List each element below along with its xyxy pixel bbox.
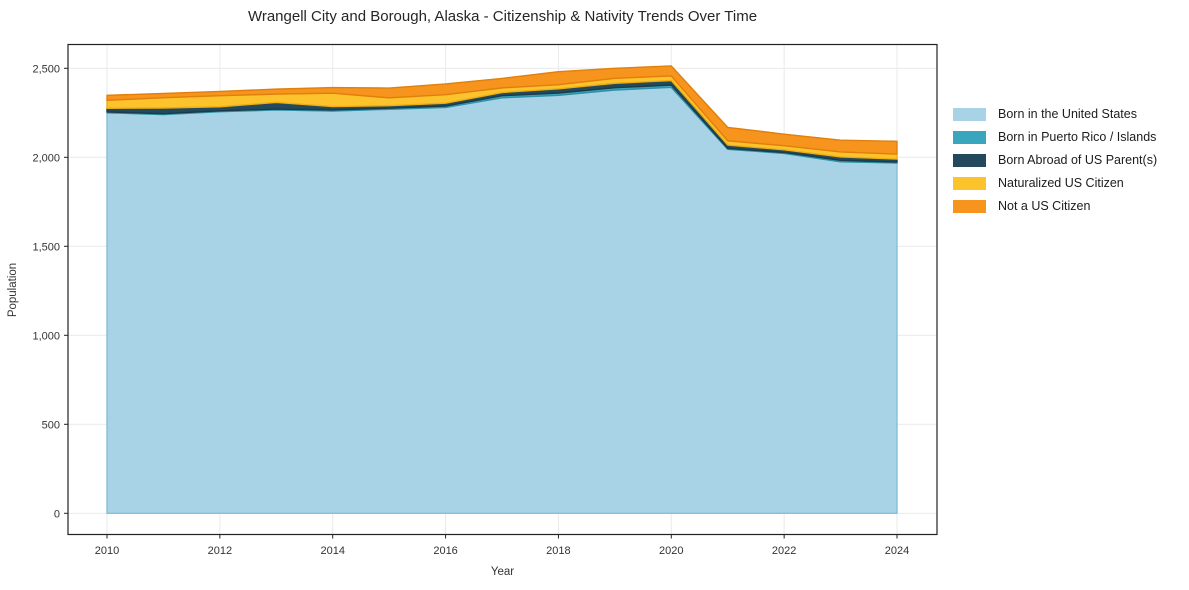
x-tick-label: 2012 <box>208 545 232 557</box>
legend-label: Born in the United States <box>998 107 1137 121</box>
y-tick-label: 2,500 <box>32 63 60 75</box>
legend-item: Born in Puerto Rico / Islands <box>953 131 1157 144</box>
axis-labels-layer: 2010 2012 2014 2016 2018 2020 2022 2024 0 500 1,00… <box>7 63 909 578</box>
legend-item: Born Abroad of US Parent(s) <box>953 154 1157 167</box>
area-series-layer <box>106 65 898 514</box>
x-tick-label: 2018 <box>546 545 570 557</box>
y-tick-label: 500 <box>42 419 60 431</box>
x-tick-label: 2024 <box>885 545 909 557</box>
legend-label: Born in Puerto Rico / Islands <box>998 130 1157 144</box>
legend-label: Not a US Citizen <box>998 199 1091 213</box>
y-tick-label: 2,000 <box>32 152 60 164</box>
legend-swatch-born-us <box>953 108 986 121</box>
axes-layer <box>64 43 938 539</box>
legend-swatch-born-abroad <box>953 154 986 167</box>
chart-title: Wrangell City and Borough, Alaska - Citi… <box>247 8 758 25</box>
x-tick-label: 2022 <box>772 545 796 557</box>
legend-swatch-not-citizen <box>953 200 986 213</box>
legend-label: Born Abroad of US Parent(s) <box>998 153 1158 167</box>
legend: Born in the United States Born in Puerto… <box>953 108 1157 223</box>
legend-item: Not a US Citizen <box>953 200 1157 213</box>
plot-border <box>67 43 938 536</box>
legend-item: Naturalized US Citizen <box>953 177 1157 190</box>
x-axis-title: Year <box>491 566 514 578</box>
x-tick-label: 2014 <box>320 545 344 557</box>
legend-item: Born in the United States <box>953 108 1157 121</box>
y-tick-label: 1,500 <box>32 241 60 253</box>
legend-swatch-naturalized <box>953 177 986 190</box>
y-axis-title: Population <box>7 263 19 317</box>
legend-label: Naturalized US Citizen <box>998 176 1124 190</box>
x-tick-label: 2016 <box>433 545 457 557</box>
y-tick-label: 1,000 <box>32 330 60 342</box>
x-tick-label: 2020 <box>659 545 683 557</box>
legend-swatch-puerto-rico <box>953 131 986 144</box>
y-tick-label: 0 <box>54 508 60 520</box>
x-tick-label: 2010 <box>95 545 119 557</box>
area-series <box>106 65 898 155</box>
